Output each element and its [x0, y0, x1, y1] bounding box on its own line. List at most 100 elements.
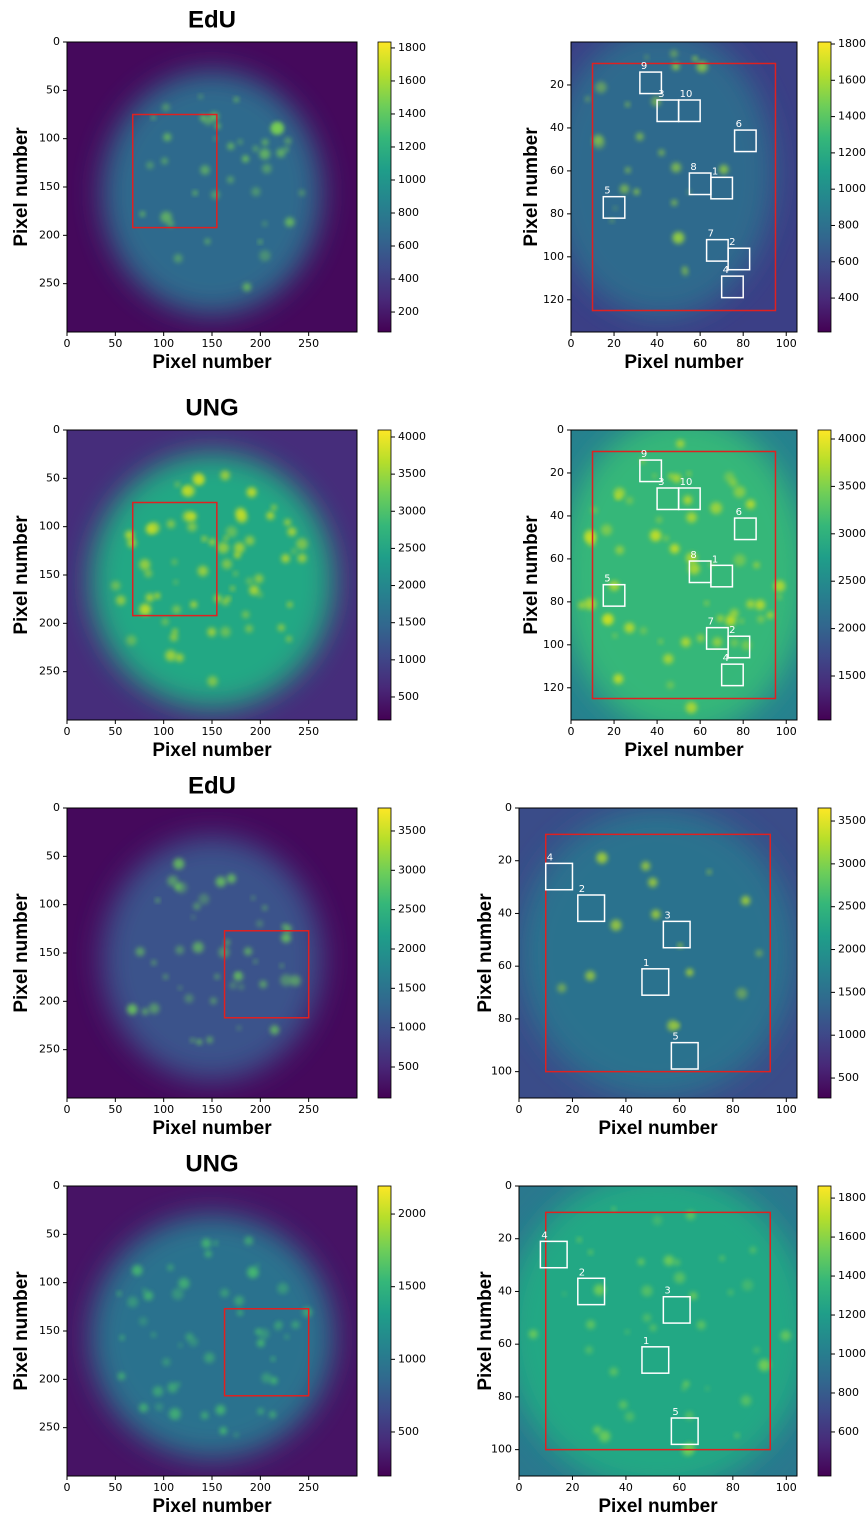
spot-label: 7: [708, 229, 714, 240]
image-spot: [139, 559, 150, 570]
x-tick-label: 0: [568, 725, 575, 738]
image-spot: [175, 653, 184, 662]
image-spot: [116, 595, 126, 605]
y-tick-label: 80: [550, 595, 564, 608]
y-tick-label: 150: [39, 568, 60, 581]
image-spot: [686, 969, 693, 976]
image-spot: [596, 852, 607, 863]
colorbar-tick-label: 500: [398, 1425, 419, 1438]
x-tick-label: 250: [298, 1481, 319, 1494]
image-spot: [588, 1250, 593, 1255]
image-spot: [146, 162, 153, 169]
image-spot: [585, 971, 595, 981]
image-spot: [151, 960, 156, 965]
image-spot: [245, 536, 254, 545]
image-spot: [625, 102, 630, 107]
panel: 050100150200250050100150200250Pixel numb…: [11, 772, 426, 1139]
image-spot: [705, 1386, 709, 1390]
image-spot: [167, 220, 174, 227]
image-spot: [174, 254, 183, 263]
x-tick-label: 150: [202, 1481, 223, 1494]
image-spot: [615, 546, 624, 555]
image-spot: [686, 702, 697, 713]
image-spot: [287, 527, 296, 536]
x-tick-label: 150: [202, 725, 223, 738]
image-spot: [222, 598, 230, 606]
spot-label: 6: [736, 507, 742, 518]
image-spot: [175, 482, 180, 487]
image: [67, 430, 357, 720]
image-spot: [683, 496, 692, 505]
image-spot: [577, 1237, 582, 1242]
image-spot: [237, 1310, 243, 1316]
colorbar-tick-label: 1500: [838, 985, 866, 998]
x-tick-label: 50: [108, 1481, 122, 1494]
image-spot: [278, 624, 285, 631]
image-spot: [146, 594, 154, 602]
image-spot: [610, 920, 621, 931]
colorbar-tick-label: 1500: [838, 669, 866, 682]
x-tick-label: 40: [650, 725, 664, 738]
image-spot: [292, 1321, 300, 1329]
image-spot: [739, 619, 744, 624]
colorbar-tick-label: 500: [398, 1060, 419, 1073]
colorbar-tick-label: 1000: [838, 1028, 866, 1041]
spot-label: 8: [690, 550, 696, 561]
y-tick-label: 20: [498, 854, 512, 867]
image-spot: [735, 1433, 740, 1438]
x-tick-label: 60: [672, 1103, 686, 1116]
image-spot: [163, 974, 168, 979]
x-tick-label: 40: [619, 1103, 633, 1116]
image-spot: [681, 637, 691, 647]
spot-label: 1: [712, 166, 718, 177]
image-spot: [205, 1250, 212, 1257]
image-spot: [156, 898, 160, 902]
image-spot: [670, 50, 678, 58]
image-spot: [198, 566, 208, 576]
image-spot: [127, 538, 136, 547]
image-spot: [242, 611, 249, 618]
panel: 050100150200250050100150200250Pixel numb…: [11, 394, 426, 761]
y-tick-label: 50: [46, 83, 60, 96]
image-spot: [178, 986, 182, 990]
image-spot: [227, 176, 234, 183]
colorbar-tick-label: 2000: [398, 579, 426, 592]
image-spot: [172, 559, 178, 565]
image-spot: [777, 595, 782, 600]
spot-label: 5: [672, 1407, 678, 1418]
colorbar-tick-label: 1000: [398, 1021, 426, 1034]
image-spot: [163, 133, 171, 141]
image-spot: [742, 1280, 753, 1291]
panel: 02040608010020406080100120Pixel numberPi…: [521, 28, 866, 374]
image-spot: [167, 1264, 174, 1271]
y-tick-label: 0: [505, 1179, 512, 1192]
image-spot: [136, 947, 145, 956]
image-spot: [111, 581, 120, 590]
image-spot: [758, 1359, 770, 1371]
image-spot: [205, 239, 211, 245]
image-spot: [259, 149, 270, 160]
image-spot: [188, 512, 197, 521]
image-spot: [127, 1004, 138, 1015]
y-tick-label: 100: [39, 132, 60, 145]
colorbar: [378, 808, 391, 1098]
spot-label: 7: [708, 617, 714, 628]
image-spot: [262, 139, 269, 146]
image-spot: [724, 472, 734, 482]
image-spot: [210, 997, 217, 1004]
image-spot: [270, 1025, 279, 1034]
y-tick-label: 0: [53, 423, 60, 436]
image-spot: [651, 910, 660, 919]
image-spot: [640, 627, 647, 634]
y-tick-label: 80: [550, 207, 564, 220]
image-spot: [117, 1291, 122, 1296]
image-spot: [199, 894, 210, 905]
y-tick-label: 200: [39, 994, 60, 1007]
image-glow: [560, 416, 809, 735]
image-spot: [207, 676, 218, 687]
image-spot: [183, 486, 189, 492]
chart-title: EdU: [188, 6, 236, 33]
image-spot: [652, 474, 656, 478]
colorbar-tick-label: 2500: [838, 574, 866, 587]
image-spot: [244, 1236, 253, 1245]
